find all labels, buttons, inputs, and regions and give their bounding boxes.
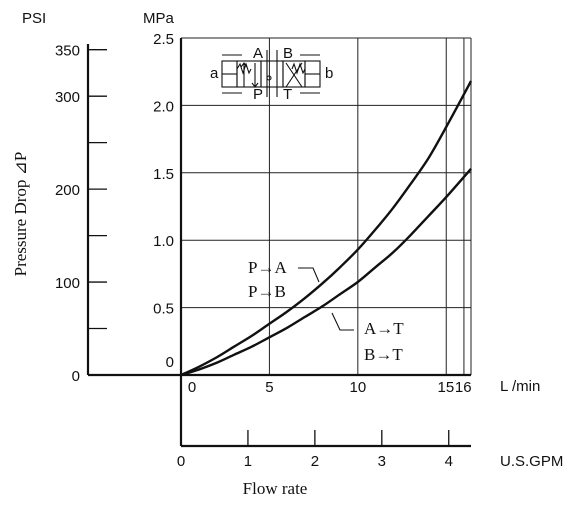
y-tick-label-mpa: 0.5 [153,301,174,318]
side-label-a: a [210,65,219,82]
x-tick-label-gpm: 2 [311,453,319,470]
series-label-line: B→T [364,345,403,364]
x-tick-label-lpm: 16 [455,379,472,396]
series-label-leader [331,312,354,331]
valve-envelope-center [260,60,284,88]
y-unit-psi: PSI [22,10,46,27]
y-tick-label-psi: 100 [55,275,80,292]
valve-envelope-b [282,60,306,88]
series-label-line: P→A [248,258,287,277]
x-tick-label-lpm: 15 [438,379,455,396]
series-label-p-to-a: P→A P→B [248,258,320,301]
x-tick-label-lpm: 0 [188,379,196,396]
curves [180,80,473,377]
y-unit-mpa: MPa [143,10,175,27]
y-axis-title: Pressure Drop ⊿P [11,152,30,277]
curve-p-to-a-b [180,80,473,377]
series-label-line: A→T [364,319,404,338]
port-label-t: T [283,86,292,103]
side-label-b: b [325,65,333,82]
x-tick-label-gpm: 3 [378,453,386,470]
y-tick-label-psi: 350 [55,43,80,60]
series-label-leader [298,267,320,283]
x-tick-label-lpm: 5 [265,379,273,396]
series-label-line: P→B [248,282,286,301]
x-tick-label-lpm: 10 [349,379,366,396]
valve-symbol: A B P T a b [210,45,333,103]
y-tick-label-mpa: 1.5 [153,166,174,183]
y-tick-label-psi: 300 [55,89,80,106]
port-label-b: B [283,45,293,62]
grid-lines [181,37,472,375]
y-tick-label-mpa: 0 [166,354,174,371]
x-tick-label-gpm: 0 [177,453,185,470]
x-unit-gpm: U.S.GPM [500,453,563,470]
y-tick-label-mpa: 2.0 [153,98,174,115]
y-tick-label-mpa: 1.0 [153,233,174,250]
x-tick-label-gpm: 1 [244,453,252,470]
y-tick-label-psi: 200 [55,182,80,199]
y-tick-label-mpa: 2.5 [153,31,174,48]
axes [86,38,471,448]
port-label-p: P [253,86,263,103]
x-unit-lpm: L /min [500,378,540,395]
y-tick-label-psi: 0 [72,368,80,385]
x-tick-label-gpm: 4 [445,453,453,470]
port-label-a: A [253,45,263,62]
x-axis-title: Flow rate [243,479,308,498]
curve-a-b-to-t [180,168,472,377]
series-label-a-to-t: A→T B→T [331,312,404,364]
tick-labels: 0 0.5 1.0 1.5 2.0 2.5 0 100 200 300 350 0 5 10 15 16 0 1 2… [55,31,472,470]
